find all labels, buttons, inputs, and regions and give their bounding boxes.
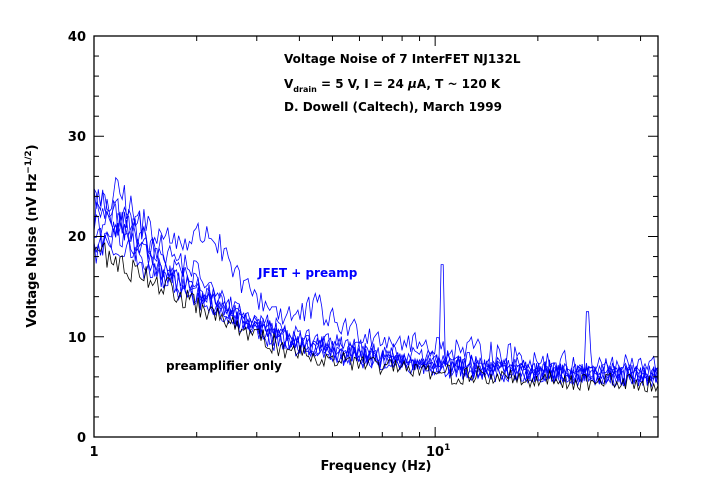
preamp-annotation: preamplifier only bbox=[166, 359, 282, 373]
jfet-annotation: JFET + preamp bbox=[257, 266, 358, 280]
conditions-rest: A, T ~ 120 K bbox=[417, 77, 501, 91]
x-tick-label-1: 1 bbox=[89, 445, 98, 460]
y-tick-label-10: 10 bbox=[68, 331, 86, 346]
y-axis-title-exponent: −1/2 bbox=[24, 150, 34, 173]
y-axis-title-close: ) bbox=[25, 144, 40, 150]
chart-title: Voltage Noise of 7 InterFET NJ132L bbox=[284, 52, 521, 66]
y-tick-label-30: 30 bbox=[68, 130, 86, 145]
series-line-jfet-3 bbox=[93, 208, 659, 378]
tick-layer bbox=[93, 35, 658, 438]
x-tick-label-base: 10 bbox=[426, 445, 444, 460]
series-line-preamp-8 bbox=[93, 242, 659, 393]
series-line-jfet-2 bbox=[93, 176, 659, 385]
y-axis-title-main: Voltage Noise (nV Hz bbox=[25, 174, 40, 328]
y-tick-label-20: 20 bbox=[68, 230, 86, 245]
chart-credit: D. Dowell (Caltech), March 1999 bbox=[284, 100, 502, 114]
y-tick-label-0: 0 bbox=[77, 431, 86, 446]
conditions-v-rest: = 5 V, I = 24 bbox=[317, 77, 408, 91]
series-line-jfet-5 bbox=[93, 199, 659, 386]
conditions-mu: μ bbox=[407, 77, 417, 91]
series-layer bbox=[93, 176, 659, 393]
y-tick-label-40: 40 bbox=[68, 30, 86, 45]
x-tick-label-10: 101 bbox=[426, 443, 450, 460]
conditions-v-subscript: drain bbox=[293, 85, 317, 94]
conditions-v-symbol: V bbox=[284, 77, 294, 91]
y-axis-title: Voltage Noise (nV Hz−1/2) bbox=[24, 144, 40, 327]
conditions-line: Vdrain = 5 V, I = 24 μA, T ~ 120 K bbox=[284, 77, 501, 94]
x-axis-title: Frequency (Hz) bbox=[321, 459, 432, 474]
x-tick-label-exponent: 1 bbox=[444, 443, 450, 453]
